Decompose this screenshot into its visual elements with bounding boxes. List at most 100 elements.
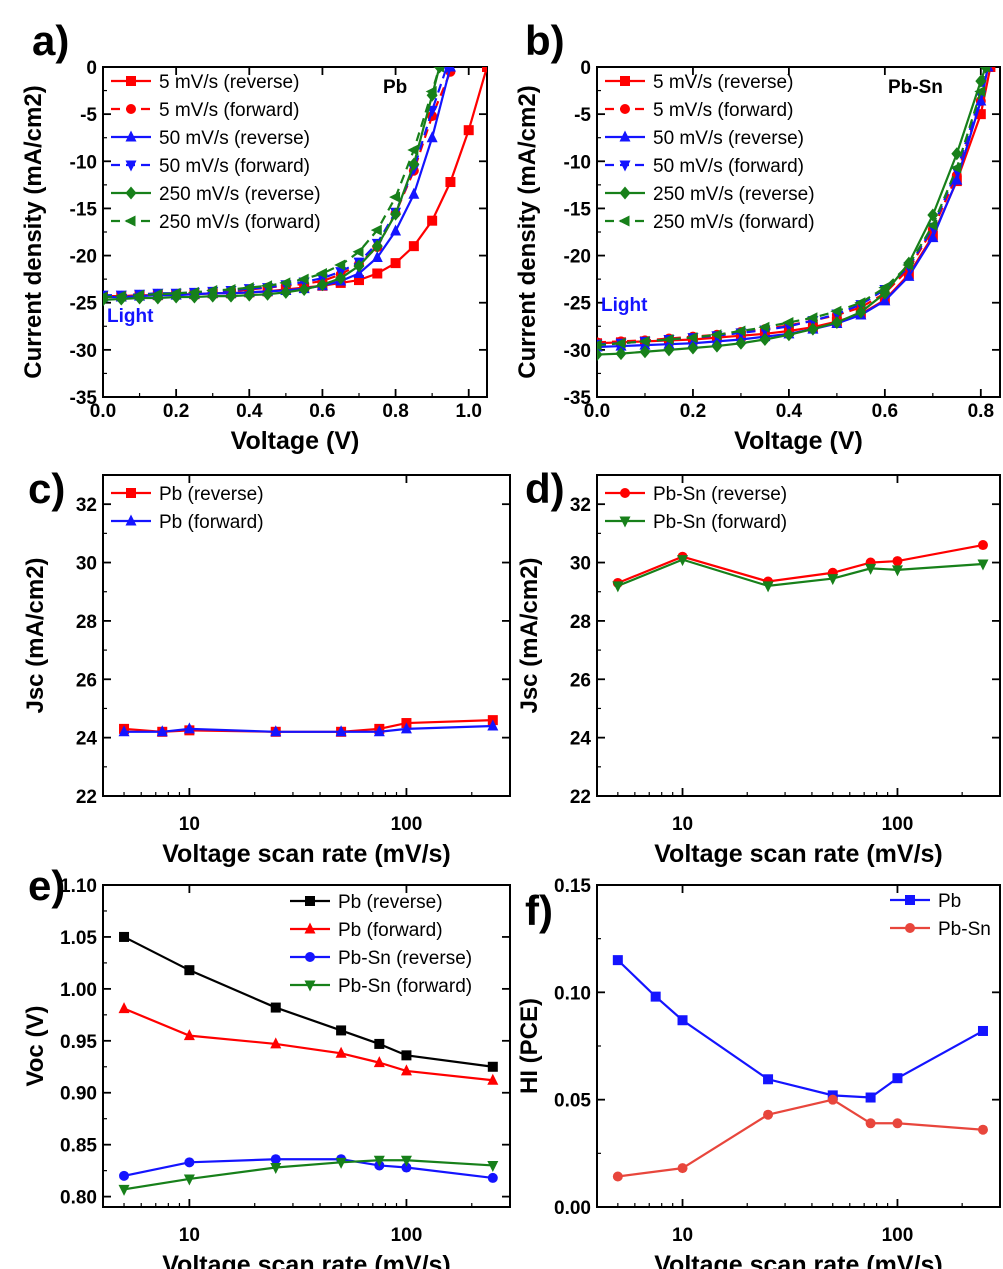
legend-marker [619, 130, 631, 142]
legend-marker [126, 76, 136, 86]
annotation-light: Light [107, 306, 154, 327]
data-point [118, 1002, 130, 1014]
data-point [336, 1025, 347, 1036]
data-point [854, 297, 866, 309]
series-line [124, 724, 493, 733]
y-tick-label: 32 [76, 495, 97, 516]
x-axis-label: Voltage scan rate (mV/s) [654, 840, 943, 868]
x-axis-label: Voltage scan rate (mV/s) [162, 1251, 451, 1269]
data-point [103, 291, 108, 303]
data-point [663, 343, 675, 357]
y-tick-label: -35 [564, 388, 592, 409]
x-tick-label: 10 [672, 814, 693, 835]
data-point [389, 191, 401, 203]
data-point [762, 581, 774, 593]
panel-d: d) 10 100 22 24 26 28 30 32 Voltage scan rate (mV… [516, 465, 1001, 868]
y-tick-label: 22 [570, 787, 591, 808]
data-point [242, 282, 254, 294]
y-tick-label: 0.90 [60, 1084, 97, 1105]
series-layer [597, 67, 996, 362]
series-pb-reverse- [119, 931, 498, 1072]
legend-marker [305, 952, 315, 962]
data-point [487, 1073, 499, 1085]
data-point [892, 1118, 903, 1129]
data-point [373, 1155, 385, 1167]
x-tick-label: 0.6 [872, 401, 898, 422]
data-point [270, 725, 282, 737]
data-point [977, 1025, 988, 1036]
data-point [426, 131, 438, 143]
data-point [298, 283, 310, 297]
x-tick-label: 0.0 [584, 401, 610, 422]
data-point [280, 285, 292, 299]
data-point [169, 287, 181, 299]
y-tick-label: -10 [564, 152, 591, 173]
data-point [408, 241, 419, 252]
y-tick-label: 1.10 [60, 876, 97, 897]
series-pb-reverse- [119, 715, 498, 737]
data-point [734, 325, 746, 337]
y-tick-label: 30 [570, 554, 591, 575]
panel-letter: b) [525, 17, 565, 64]
series-layer [118, 715, 499, 737]
data-point [443, 67, 451, 74]
legend-marker [126, 104, 136, 114]
panel-b: b) 0.0 0.2 0.4 0.6 0.8 -35 -30 -25 -20 -15 -10 -5 0 Vo… [514, 17, 1001, 455]
plot-frame [596, 474, 1001, 797]
x-tick-label: 1.0 [456, 401, 482, 422]
series-pb [612, 955, 988, 1103]
data-point [352, 246, 364, 258]
series-pb-sn-reverse- [119, 1154, 498, 1183]
data-point [638, 335, 650, 347]
series-250-mv-s-forward- [597, 67, 991, 351]
x-axis-label: Voltage (V) [734, 427, 863, 455]
legend: Pb Pb-Sn [890, 891, 991, 940]
data-point [408, 157, 420, 171]
data-point [783, 328, 795, 342]
data-point [892, 556, 903, 567]
data-point [979, 67, 991, 73]
legend-marker [305, 896, 315, 906]
data-point [879, 294, 891, 306]
y-tick-label: -25 [70, 294, 98, 315]
data-point [758, 321, 770, 333]
data-point [677, 555, 689, 567]
x-tick-label: 0.0 [90, 401, 116, 422]
data-point [975, 109, 986, 120]
series-layer [118, 931, 499, 1196]
y-tick-label: 28 [76, 612, 97, 633]
data-point [710, 329, 722, 341]
y-tick-label: -5 [574, 105, 591, 126]
legend-label: Pb-Sn [938, 919, 991, 940]
legend-marker [304, 922, 316, 934]
data-point [373, 1056, 385, 1068]
legend-label: 5 mV/s (reverse) [159, 72, 299, 93]
y-tick-label: 1.05 [60, 928, 97, 949]
series-pb-sn-forward- [612, 555, 989, 593]
data-point [487, 1160, 499, 1172]
y-tick-label: 30 [76, 554, 97, 575]
data-point [261, 280, 273, 292]
data-point [335, 271, 347, 285]
data-point [334, 259, 346, 271]
data-point [270, 1154, 281, 1165]
data-point [151, 288, 163, 300]
data-point [262, 287, 274, 301]
x-tick-label: 10 [179, 1225, 200, 1246]
panel-letter: f) [525, 887, 553, 934]
series-pb-forward- [118, 1002, 499, 1085]
data-point [677, 1163, 688, 1174]
data-point [400, 1064, 412, 1076]
legend-marker [619, 160, 631, 172]
panel-letter: e) [28, 862, 65, 909]
series-pb-forward- [118, 719, 499, 737]
x-tick-label: 0.2 [680, 401, 706, 422]
data-point [711, 339, 723, 353]
legend-marker [125, 514, 137, 526]
x-tick-label: 0.4 [776, 401, 803, 422]
series-pb-sn [612, 1094, 988, 1182]
data-point [763, 1074, 774, 1085]
y-tick-label: 0 [580, 58, 591, 79]
legend-marker [124, 215, 136, 227]
x-tick-label: 10 [672, 1225, 693, 1246]
